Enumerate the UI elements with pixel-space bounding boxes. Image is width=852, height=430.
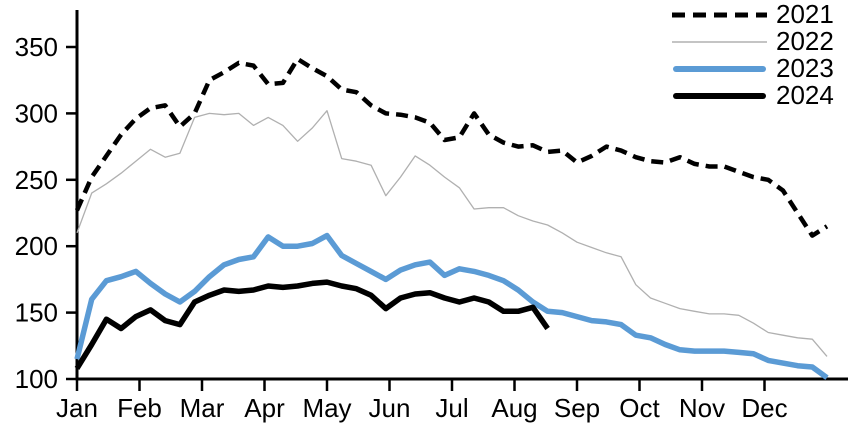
x-tick-label: Feb	[117, 393, 162, 423]
legend-item-2022: 2022	[672, 28, 834, 55]
y-tick-label: 350	[15, 32, 58, 62]
y-tick-label: 200	[15, 231, 58, 261]
y-tick-label: 150	[15, 298, 58, 328]
legend-item-2024: 2024	[672, 82, 834, 109]
y-tick-label: 300	[15, 98, 58, 128]
x-tick-label: Jul	[435, 393, 468, 423]
legend-label-2022: 2022	[776, 26, 834, 56]
x-tick-label: Jan	[56, 393, 98, 423]
x-tick-label: Dec	[741, 393, 787, 423]
legend-line-2022-thin	[672, 40, 767, 43]
legend-line-2021-dashed	[672, 12, 767, 17]
series-2024-line	[74, 279, 550, 370]
series-2021-line	[74, 56, 829, 238]
chart-legend: 2021 2022 2023 2024	[672, 1, 834, 109]
legend-label-2024: 2024	[776, 80, 834, 110]
legend-line-2023-blue	[673, 65, 766, 72]
y-tick-label: 100	[15, 364, 58, 394]
x-tick-label: Nov	[679, 393, 725, 423]
legend-label-2021: 2021	[776, 0, 834, 29]
x-tick-label: Mar	[180, 393, 225, 423]
legend-line-2024-black	[673, 92, 766, 99]
legend-item-2021: 2021	[672, 1, 834, 28]
x-tick-label: Apr	[244, 393, 285, 423]
y-tick-label: 250	[15, 165, 58, 195]
series-2023-line	[74, 232, 829, 380]
series-2022-line	[76, 110, 828, 357]
x-tick-label: Oct	[619, 393, 660, 423]
x-tick-label: May	[302, 393, 351, 423]
x-tick-label: Aug	[491, 393, 537, 423]
legend-label-2023: 2023	[776, 53, 834, 83]
legend-item-2023: 2023	[672, 55, 834, 82]
x-tick-label: Sep	[554, 393, 600, 423]
x-tick-label: Jun	[369, 393, 411, 423]
